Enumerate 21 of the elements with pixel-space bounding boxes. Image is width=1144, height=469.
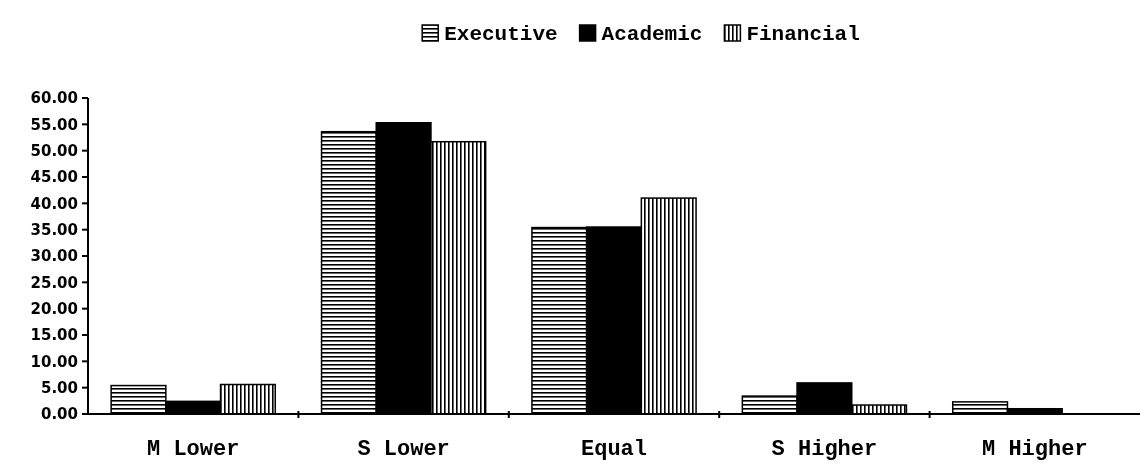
x-tick-label: Equal bbox=[580, 437, 648, 462]
y-tick-label: 5.00 bbox=[40, 378, 78, 397]
y-tick-label: 50.00 bbox=[30, 141, 78, 160]
x-tick-label: M Higher bbox=[981, 437, 1088, 462]
y-tick-label: 15.00 bbox=[30, 326, 78, 345]
y-tick-label: 10.00 bbox=[30, 352, 78, 371]
x-tick-label: M Lower bbox=[146, 437, 240, 462]
y-tick-label: 40.00 bbox=[30, 194, 78, 213]
y-tick-label: 30.00 bbox=[30, 247, 78, 266]
y-tick-label: 35.00 bbox=[30, 220, 78, 239]
y-tick-label: 55.00 bbox=[30, 115, 78, 134]
y-tick-label: 0.00 bbox=[40, 405, 78, 424]
x-tick-label: S Higher bbox=[771, 437, 878, 462]
x-tick-label: S Lower bbox=[357, 437, 450, 462]
legend-label: Academic bbox=[601, 23, 703, 46]
legend-label: Financial bbox=[746, 23, 860, 46]
y-tick-label: 20.00 bbox=[30, 299, 78, 318]
y-tick-label: 25.00 bbox=[30, 273, 78, 292]
y-tick-label: 60.00 bbox=[30, 89, 78, 108]
y-tick-label: 45.00 bbox=[30, 168, 78, 187]
legend-label: Executive bbox=[444, 23, 558, 46]
